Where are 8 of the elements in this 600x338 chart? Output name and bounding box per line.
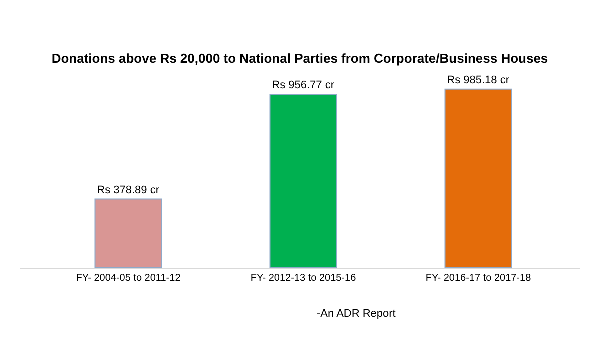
x-tick-label: FY- 2012-13 to 2015-16 <box>250 273 357 284</box>
x-tick-label: FY- 2016-17 to 2017-18 <box>426 273 532 284</box>
data-label: Rs 985.18 cr <box>447 74 510 86</box>
data-label: Rs 956.77 cr <box>272 80 335 92</box>
chart-title: Donations above Rs 20,000 to National Parties from Corporate/Business Houses <box>52 51 548 66</box>
text: -An ADR Report <box>317 308 396 320</box>
data-label: Rs 378.89 cr <box>97 184 160 196</box>
x-tick-label: FY- 2004-05 to 2011-12 <box>76 273 182 284</box>
